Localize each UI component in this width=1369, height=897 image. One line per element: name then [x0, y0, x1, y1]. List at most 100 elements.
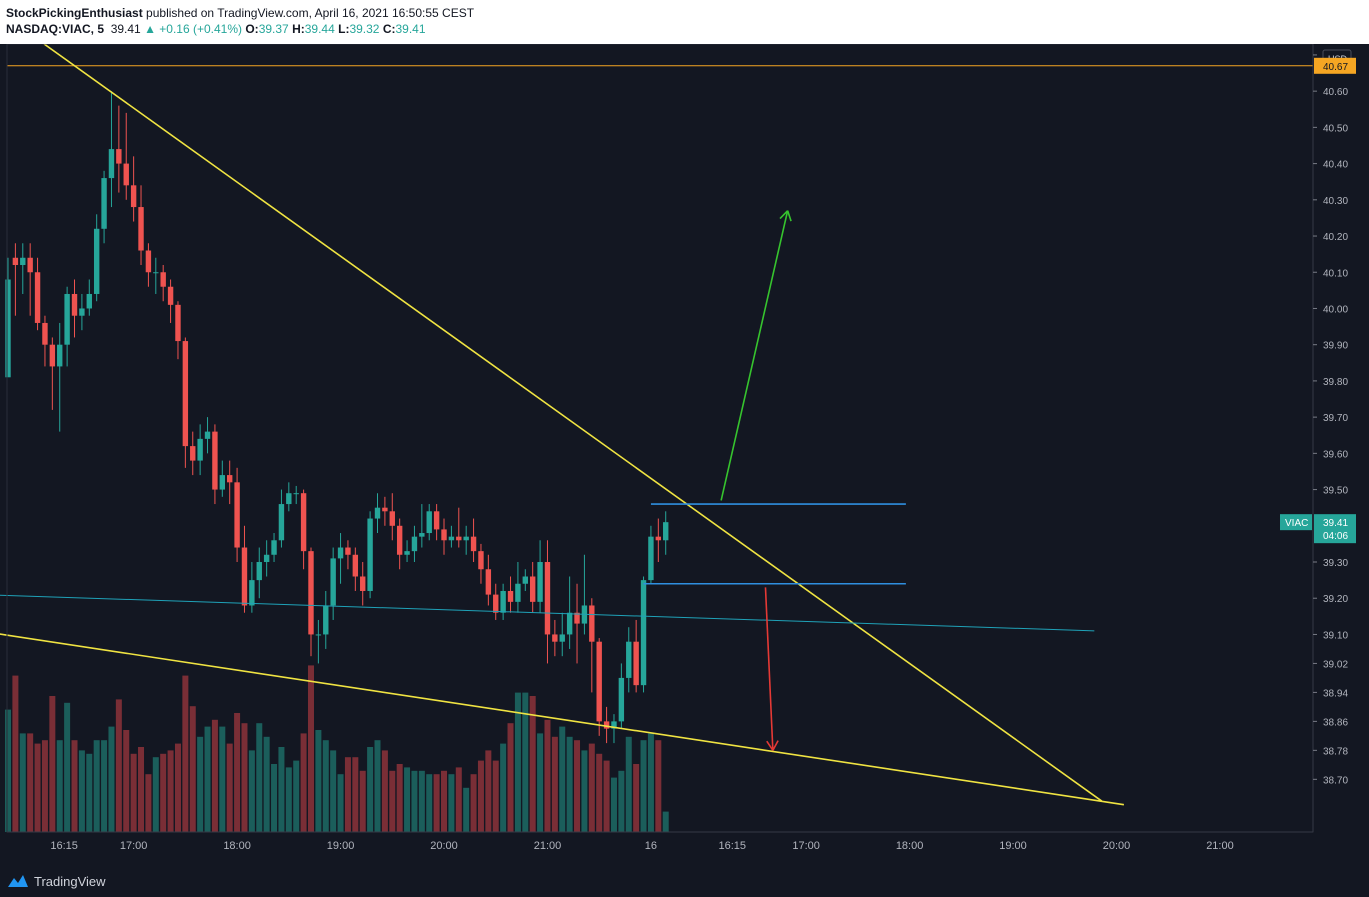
candle-body — [611, 721, 617, 729]
volume-bar — [396, 764, 403, 832]
volume-bar — [160, 753, 167, 832]
candle-body — [315, 634, 322, 636]
volume-bar — [263, 736, 270, 832]
candle-body — [507, 590, 514, 602]
volume-bar — [315, 730, 322, 832]
volume-bar — [633, 764, 640, 832]
candle-body — [456, 536, 462, 541]
price-change: ▲ +0.16 (+0.41%) — [144, 22, 242, 36]
chart-area[interactable]: 40.7040.6040.5040.4040.3040.2040.1040.00… — [0, 11, 1369, 867]
x-tick-label: 19:00 — [999, 840, 1027, 852]
candle-body — [130, 185, 137, 208]
candle-body — [204, 431, 211, 439]
tradingview-logo-icon[interactable] — [6, 871, 30, 896]
volume-bar — [234, 713, 241, 832]
candle-body — [93, 228, 100, 294]
candle-body — [493, 594, 499, 613]
volume-bar — [581, 750, 588, 832]
volume-bar — [27, 733, 34, 832]
y-tick-label: 39.80 — [1323, 377, 1348, 388]
volume-bar — [108, 726, 115, 832]
volume-bar — [662, 811, 669, 832]
volume-bar — [404, 767, 411, 832]
open-label: O: — [245, 22, 259, 36]
trendline[interactable] — [0, 11, 1103, 802]
candle-body — [596, 641, 602, 722]
volume-bar — [625, 736, 632, 832]
volume-bar — [566, 736, 573, 832]
candle-body — [633, 641, 639, 686]
candle-body — [618, 677, 625, 722]
candle-body — [448, 536, 455, 541]
candle-body — [352, 554, 359, 577]
y-tick-label: 39.50 — [1323, 486, 1348, 497]
volume-bar — [167, 750, 174, 832]
candle-body — [138, 207, 144, 251]
volume-bar — [219, 726, 226, 832]
volume-bar — [544, 719, 551, 832]
symbol-label[interactable]: NASDAQ:VIAC, 5 — [6, 22, 105, 36]
publish-line: StockPickingEnthusiast published on Trad… — [6, 6, 474, 20]
volume-bar — [610, 777, 617, 832]
tradingview-brand[interactable]: TradingView — [34, 874, 106, 889]
resistance-price-box — [1314, 57, 1356, 74]
candle-body — [330, 558, 336, 606]
candle-body — [20, 257, 26, 266]
candle-body — [79, 308, 85, 316]
y-tick-label: 40.50 — [1323, 123, 1348, 134]
volume-bar — [5, 709, 11, 832]
volume-bar — [596, 753, 603, 832]
candle-body — [559, 634, 565, 642]
candle-body — [293, 493, 299, 495]
y-tick-label: 39.70 — [1323, 413, 1348, 424]
volume-bar — [322, 740, 329, 832]
volume-bar — [640, 740, 647, 832]
volume-bar — [352, 757, 359, 832]
high-value: 39.44 — [304, 22, 335, 36]
volume-bar — [448, 774, 455, 832]
y-tick-label: 39.90 — [1323, 341, 1348, 352]
candle-body — [71, 293, 78, 316]
volume-bar — [152, 757, 159, 832]
x-tick-label: 16:15 — [718, 840, 746, 852]
candle-body — [64, 293, 70, 345]
volume-bar — [441, 770, 448, 832]
arrow-down[interactable] — [764, 587, 774, 751]
volume-bar — [49, 696, 56, 832]
arrow-up[interactable] — [720, 210, 789, 501]
y-tick-label: 38.86 — [1323, 717, 1348, 728]
candle-body — [441, 529, 447, 541]
candle-body — [367, 518, 373, 591]
volume-bar — [389, 770, 396, 832]
x-tick-label: 17:00 — [792, 840, 820, 852]
volume-bar — [418, 770, 425, 832]
volume-bar — [603, 760, 610, 832]
candle-body — [263, 554, 270, 563]
candle-body — [86, 293, 92, 309]
y-tick-label: 39.20 — [1323, 594, 1348, 605]
y-tick-label: 39.02 — [1323, 659, 1348, 670]
candle-body — [640, 580, 647, 686]
trendline[interactable] — [0, 594, 1095, 632]
candle-body — [234, 482, 240, 548]
current-price-box — [1314, 514, 1356, 544]
candle-body — [566, 612, 573, 635]
volume-bar — [204, 726, 211, 832]
candle-body — [116, 149, 122, 164]
symbol-tag-label: VIAC — [1285, 518, 1308, 529]
volume-bar — [359, 770, 366, 832]
volume-bar — [19, 733, 26, 832]
candle-body — [337, 547, 344, 559]
chart-svg[interactable]: 40.7040.6040.5040.4040.3040.2040.1040.00… — [0, 11, 1369, 867]
volume-bar — [344, 757, 351, 832]
countdown-label: 04:06 — [1323, 531, 1348, 542]
candle-body — [470, 536, 477, 552]
volume-bar — [588, 743, 595, 832]
y-tick-label: 39.60 — [1323, 449, 1348, 460]
volume-bar — [93, 740, 100, 832]
drawings-layer[interactable] — [0, 11, 1313, 806]
trendline[interactable] — [0, 631, 1125, 806]
volume-bar — [330, 750, 337, 832]
candle-body — [529, 576, 536, 602]
author-name[interactable]: StockPickingEnthusiast — [6, 6, 143, 20]
